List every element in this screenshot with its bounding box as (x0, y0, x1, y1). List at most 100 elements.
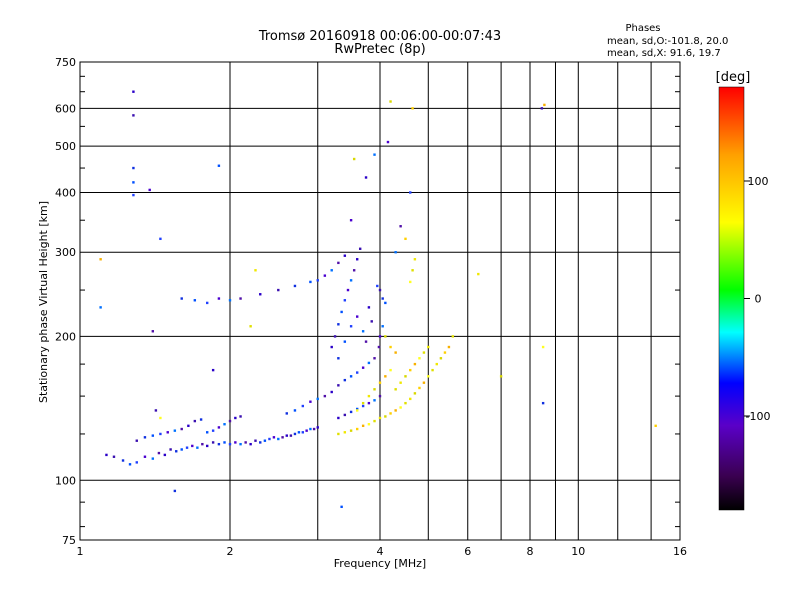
data-point (343, 431, 347, 434)
data-point (201, 442, 204, 446)
data-point (249, 325, 252, 328)
data-point (370, 320, 373, 323)
data-point (180, 297, 183, 300)
data-point (205, 301, 209, 305)
data-point (378, 335, 382, 338)
data-point (384, 415, 387, 418)
data-point (422, 351, 426, 354)
data-point (180, 427, 183, 431)
data-point (217, 164, 221, 167)
data-point (337, 432, 340, 436)
data-point (541, 345, 545, 349)
data-point (211, 429, 215, 432)
data-point (163, 453, 167, 457)
data-point (409, 368, 412, 372)
legend-x-stats: mean, sd,X: 91.6, 19.7 (607, 48, 721, 59)
data-point (337, 323, 340, 326)
data-point (355, 407, 359, 411)
data-point (132, 114, 135, 117)
data-point (343, 413, 347, 417)
data-point (330, 269, 333, 272)
data-point (346, 288, 350, 292)
data-point (349, 325, 353, 328)
data-point (187, 424, 190, 428)
x-axis-label: Frequency [MHz] (334, 557, 426, 570)
data-point (654, 424, 657, 428)
data-point (175, 450, 178, 453)
data-point (293, 432, 297, 436)
data-point (211, 441, 215, 444)
data-point (355, 409, 359, 412)
data-point (293, 284, 297, 288)
data-point (367, 423, 371, 426)
data-point (389, 345, 392, 349)
data-point (541, 401, 545, 405)
data-point (378, 288, 382, 292)
x-tick-label: 4 (377, 545, 384, 558)
data-point (413, 258, 417, 261)
data-point (249, 442, 252, 446)
data-point (411, 107, 414, 110)
data-point (254, 439, 257, 442)
data-point (394, 409, 397, 412)
data-point (185, 446, 189, 449)
data-point (427, 375, 430, 378)
data-point (234, 416, 237, 420)
data-point (151, 457, 155, 460)
data-point (121, 459, 125, 462)
data-point (159, 432, 162, 436)
x-tick-label: 8 (527, 545, 534, 558)
data-point (404, 375, 407, 378)
data-point (352, 269, 356, 272)
data-point (323, 394, 327, 398)
data-point (399, 381, 402, 384)
data-point (422, 381, 426, 384)
data-point (143, 455, 147, 458)
data-point (361, 404, 365, 408)
data-point (263, 439, 267, 442)
colorbar-tick-label: 100 (748, 175, 769, 188)
data-point (361, 366, 365, 369)
data-point (239, 442, 242, 446)
data-point (132, 193, 135, 197)
data-point (352, 157, 356, 161)
data-point (199, 418, 203, 421)
data-point (343, 378, 347, 382)
colorbar-tick-label: -100 (746, 410, 771, 423)
colorbar-label: [deg] (716, 70, 751, 85)
data-point (312, 427, 316, 431)
data-point (376, 284, 379, 288)
data-point (340, 505, 343, 509)
data-point (384, 335, 387, 338)
data-point (132, 90, 135, 93)
y-tick-label: 200 (55, 330, 76, 343)
data-point (361, 401, 365, 405)
data-point (285, 412, 288, 415)
x-tick-label: 10 (571, 545, 585, 558)
data-point (143, 436, 147, 439)
chart-subtitle: RwPretec (8p) (334, 42, 425, 57)
data-point (427, 345, 430, 349)
data-point (228, 442, 232, 446)
data-point (217, 442, 221, 446)
data-point (384, 375, 387, 378)
data-point (389, 368, 392, 372)
data-point (404, 237, 407, 241)
data-point (151, 330, 155, 333)
data-point (157, 451, 161, 455)
data-point (254, 269, 257, 272)
data-point (373, 419, 376, 423)
data-point (333, 335, 337, 338)
data-point (99, 258, 102, 261)
data-point (355, 258, 359, 261)
data-point (409, 397, 412, 401)
y-axis-label: Stationary phase Virtual Height [km] (37, 201, 50, 403)
y-tick-label: 75 (62, 534, 76, 547)
data-point (191, 444, 194, 448)
data-point (112, 455, 116, 458)
data-point (377, 345, 381, 349)
data-point (409, 280, 412, 284)
data-point (389, 412, 392, 415)
data-point (477, 272, 480, 276)
data-point (301, 431, 305, 434)
